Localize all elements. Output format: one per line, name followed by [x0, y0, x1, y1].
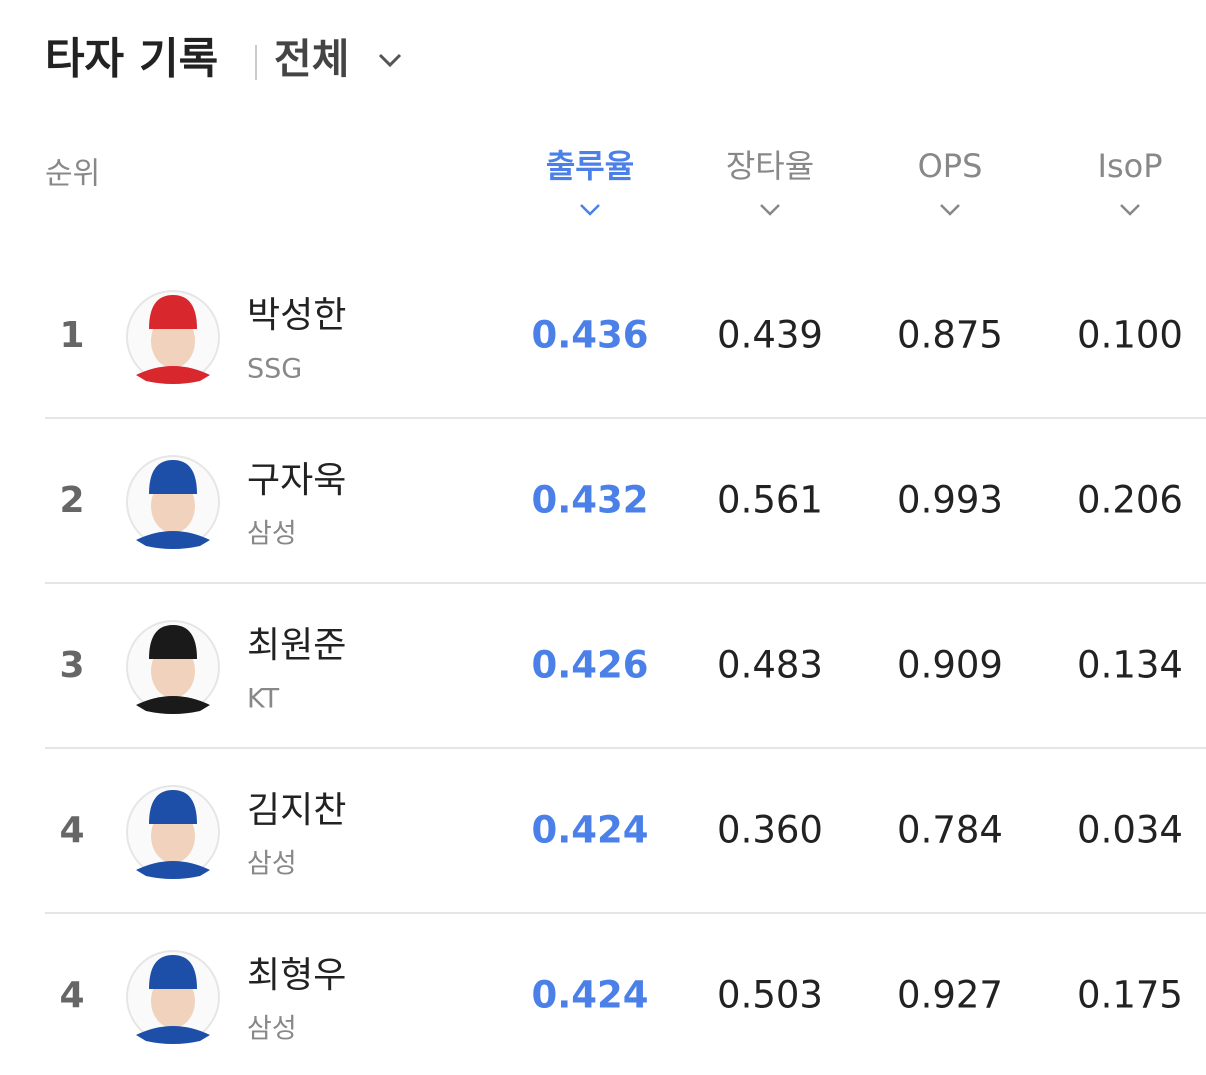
- stat-value: 0.503: [717, 974, 823, 1017]
- sort-chevron[interactable]: [760, 204, 780, 216]
- avatar-shirt: [136, 1026, 210, 1044]
- avatar-cap: [149, 790, 197, 824]
- column-header[interactable]: 출루율: [546, 147, 634, 185]
- stat-value: 0.424: [531, 809, 648, 852]
- avatar-shirt: [136, 861, 210, 879]
- player-name[interactable]: 구자욱: [247, 460, 346, 501]
- column-header[interactable]: IsoP: [1098, 147, 1163, 185]
- avatar-cap: [149, 295, 197, 329]
- team: KT: [247, 684, 280, 715]
- stat-value: 0.134: [1077, 644, 1183, 687]
- column-header[interactable]: OPS: [918, 147, 983, 185]
- sort-chevron[interactable]: [580, 204, 600, 216]
- player-name[interactable]: 최형우: [247, 955, 346, 996]
- player-name[interactable]: 최원준: [247, 625, 346, 666]
- sort-chevron[interactable]: [940, 204, 960, 216]
- filter[interactable]: 전체: [274, 35, 349, 83]
- stat-value: 0.561: [717, 479, 823, 522]
- stat-value: 0.432: [531, 479, 648, 522]
- rank: 4: [59, 975, 84, 1016]
- team: 삼성: [247, 1014, 297, 1045]
- rank: 2: [59, 480, 84, 521]
- rank: 1: [59, 315, 84, 356]
- team: 삼성: [247, 849, 297, 880]
- avatar-cap: [149, 460, 197, 494]
- stat-value: 0.100: [1077, 314, 1183, 357]
- stat-value: 0.993: [897, 479, 1003, 522]
- avatar-shirt: [136, 531, 210, 549]
- team: 삼성: [247, 519, 297, 550]
- avatar-shirt: [136, 696, 210, 714]
- filter-chevron[interactable]: [378, 53, 402, 68]
- title: 타자 기록: [45, 35, 218, 85]
- stat-value: 0.426: [531, 644, 648, 687]
- rank-header: 순위: [45, 157, 100, 192]
- rank: 4: [59, 810, 84, 851]
- stat-value: 0.424: [531, 974, 648, 1017]
- stat-value: 0.175: [1077, 974, 1183, 1017]
- player-name[interactable]: 박성한: [247, 295, 346, 336]
- stat-value: 0.360: [717, 809, 823, 852]
- stat-value: 0.909: [897, 644, 1003, 687]
- player-name[interactable]: 김지찬: [247, 790, 346, 831]
- stat-value: 0.206: [1077, 479, 1183, 522]
- sort-chevron[interactable]: [1120, 204, 1140, 216]
- stat-value: 0.436: [531, 314, 648, 357]
- rank: 3: [59, 645, 84, 686]
- stat-value: 0.439: [717, 314, 823, 357]
- stat-value: 0.927: [897, 974, 1003, 1017]
- column-header[interactable]: 장타율: [726, 147, 814, 185]
- team: SSG: [247, 354, 302, 385]
- avatar-cap: [149, 955, 197, 989]
- stat-value: 0.875: [897, 314, 1003, 357]
- stat-value: 0.034: [1077, 809, 1183, 852]
- stat-value: 0.784: [897, 809, 1003, 852]
- avatar-shirt: [136, 366, 210, 384]
- stat-value: 0.483: [717, 644, 823, 687]
- avatar-cap: [149, 625, 197, 659]
